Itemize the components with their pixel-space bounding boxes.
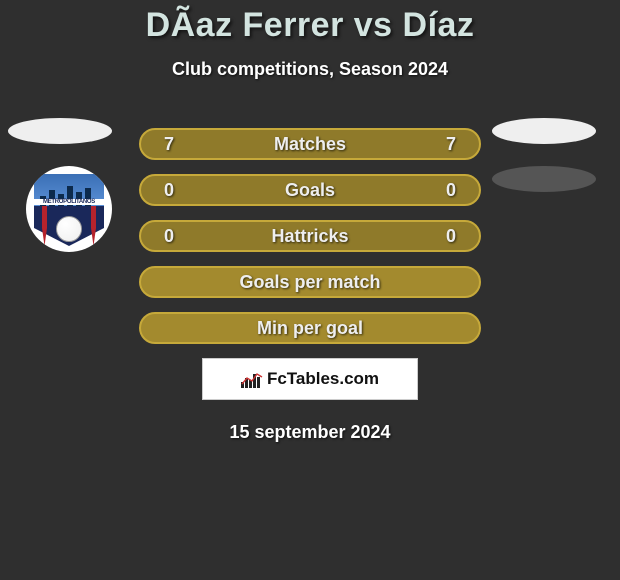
left-player-badges: METROPOLITANOS <box>8 118 118 252</box>
stat-row: Min per goal <box>139 312 481 344</box>
right-player-badges <box>492 118 602 214</box>
metropolitanos-logo-icon: METROPOLITANOS <box>34 174 104 244</box>
brand-label: FcTables.com <box>267 369 379 389</box>
stat-value-right: 7 <box>437 134 465 155</box>
stats-area: METROPOLITANOS 7 Matches 7 0 Goals 0 0 Hattrick… <box>0 128 620 344</box>
stat-row: 0 Hattricks 0 <box>139 220 481 252</box>
stat-value-left: 0 <box>155 180 183 201</box>
comparison-widget: DÃ­az Ferrer vs Díaz Club competitions, … <box>0 0 620 443</box>
brand-card[interactable]: FcTables.com <box>202 358 418 400</box>
date-label: 15 september 2024 <box>0 422 620 443</box>
page-subtitle: Club competitions, Season 2024 <box>0 59 620 80</box>
player-flag-left <box>8 118 112 144</box>
page-title: DÃ­az Ferrer vs Díaz <box>0 6 620 45</box>
stat-row: Goals per match <box>139 266 481 298</box>
stat-value-right: 0 <box>437 180 465 201</box>
fctables-logo-icon <box>241 370 263 388</box>
club-name-label: METROPOLITANOS <box>34 199 104 205</box>
stat-label: Hattricks <box>271 226 348 247</box>
stat-label: Matches <box>274 134 346 155</box>
stat-label: Goals <box>285 180 335 201</box>
stat-rows: 7 Matches 7 0 Goals 0 0 Hattricks 0 Goals per mat… <box>139 128 481 344</box>
stat-row: 7 Matches 7 <box>139 128 481 160</box>
stat-label: Goals per match <box>239 272 380 293</box>
player-flag-right <box>492 118 596 144</box>
stat-row: 0 Goals 0 <box>139 174 481 206</box>
stat-value-right: 0 <box>437 226 465 247</box>
club-logo-right <box>492 166 596 192</box>
stat-value-left: 7 <box>155 134 183 155</box>
stat-value-left: 0 <box>155 226 183 247</box>
stat-label: Min per goal <box>257 318 363 339</box>
club-logo-left: METROPOLITANOS <box>26 166 112 252</box>
